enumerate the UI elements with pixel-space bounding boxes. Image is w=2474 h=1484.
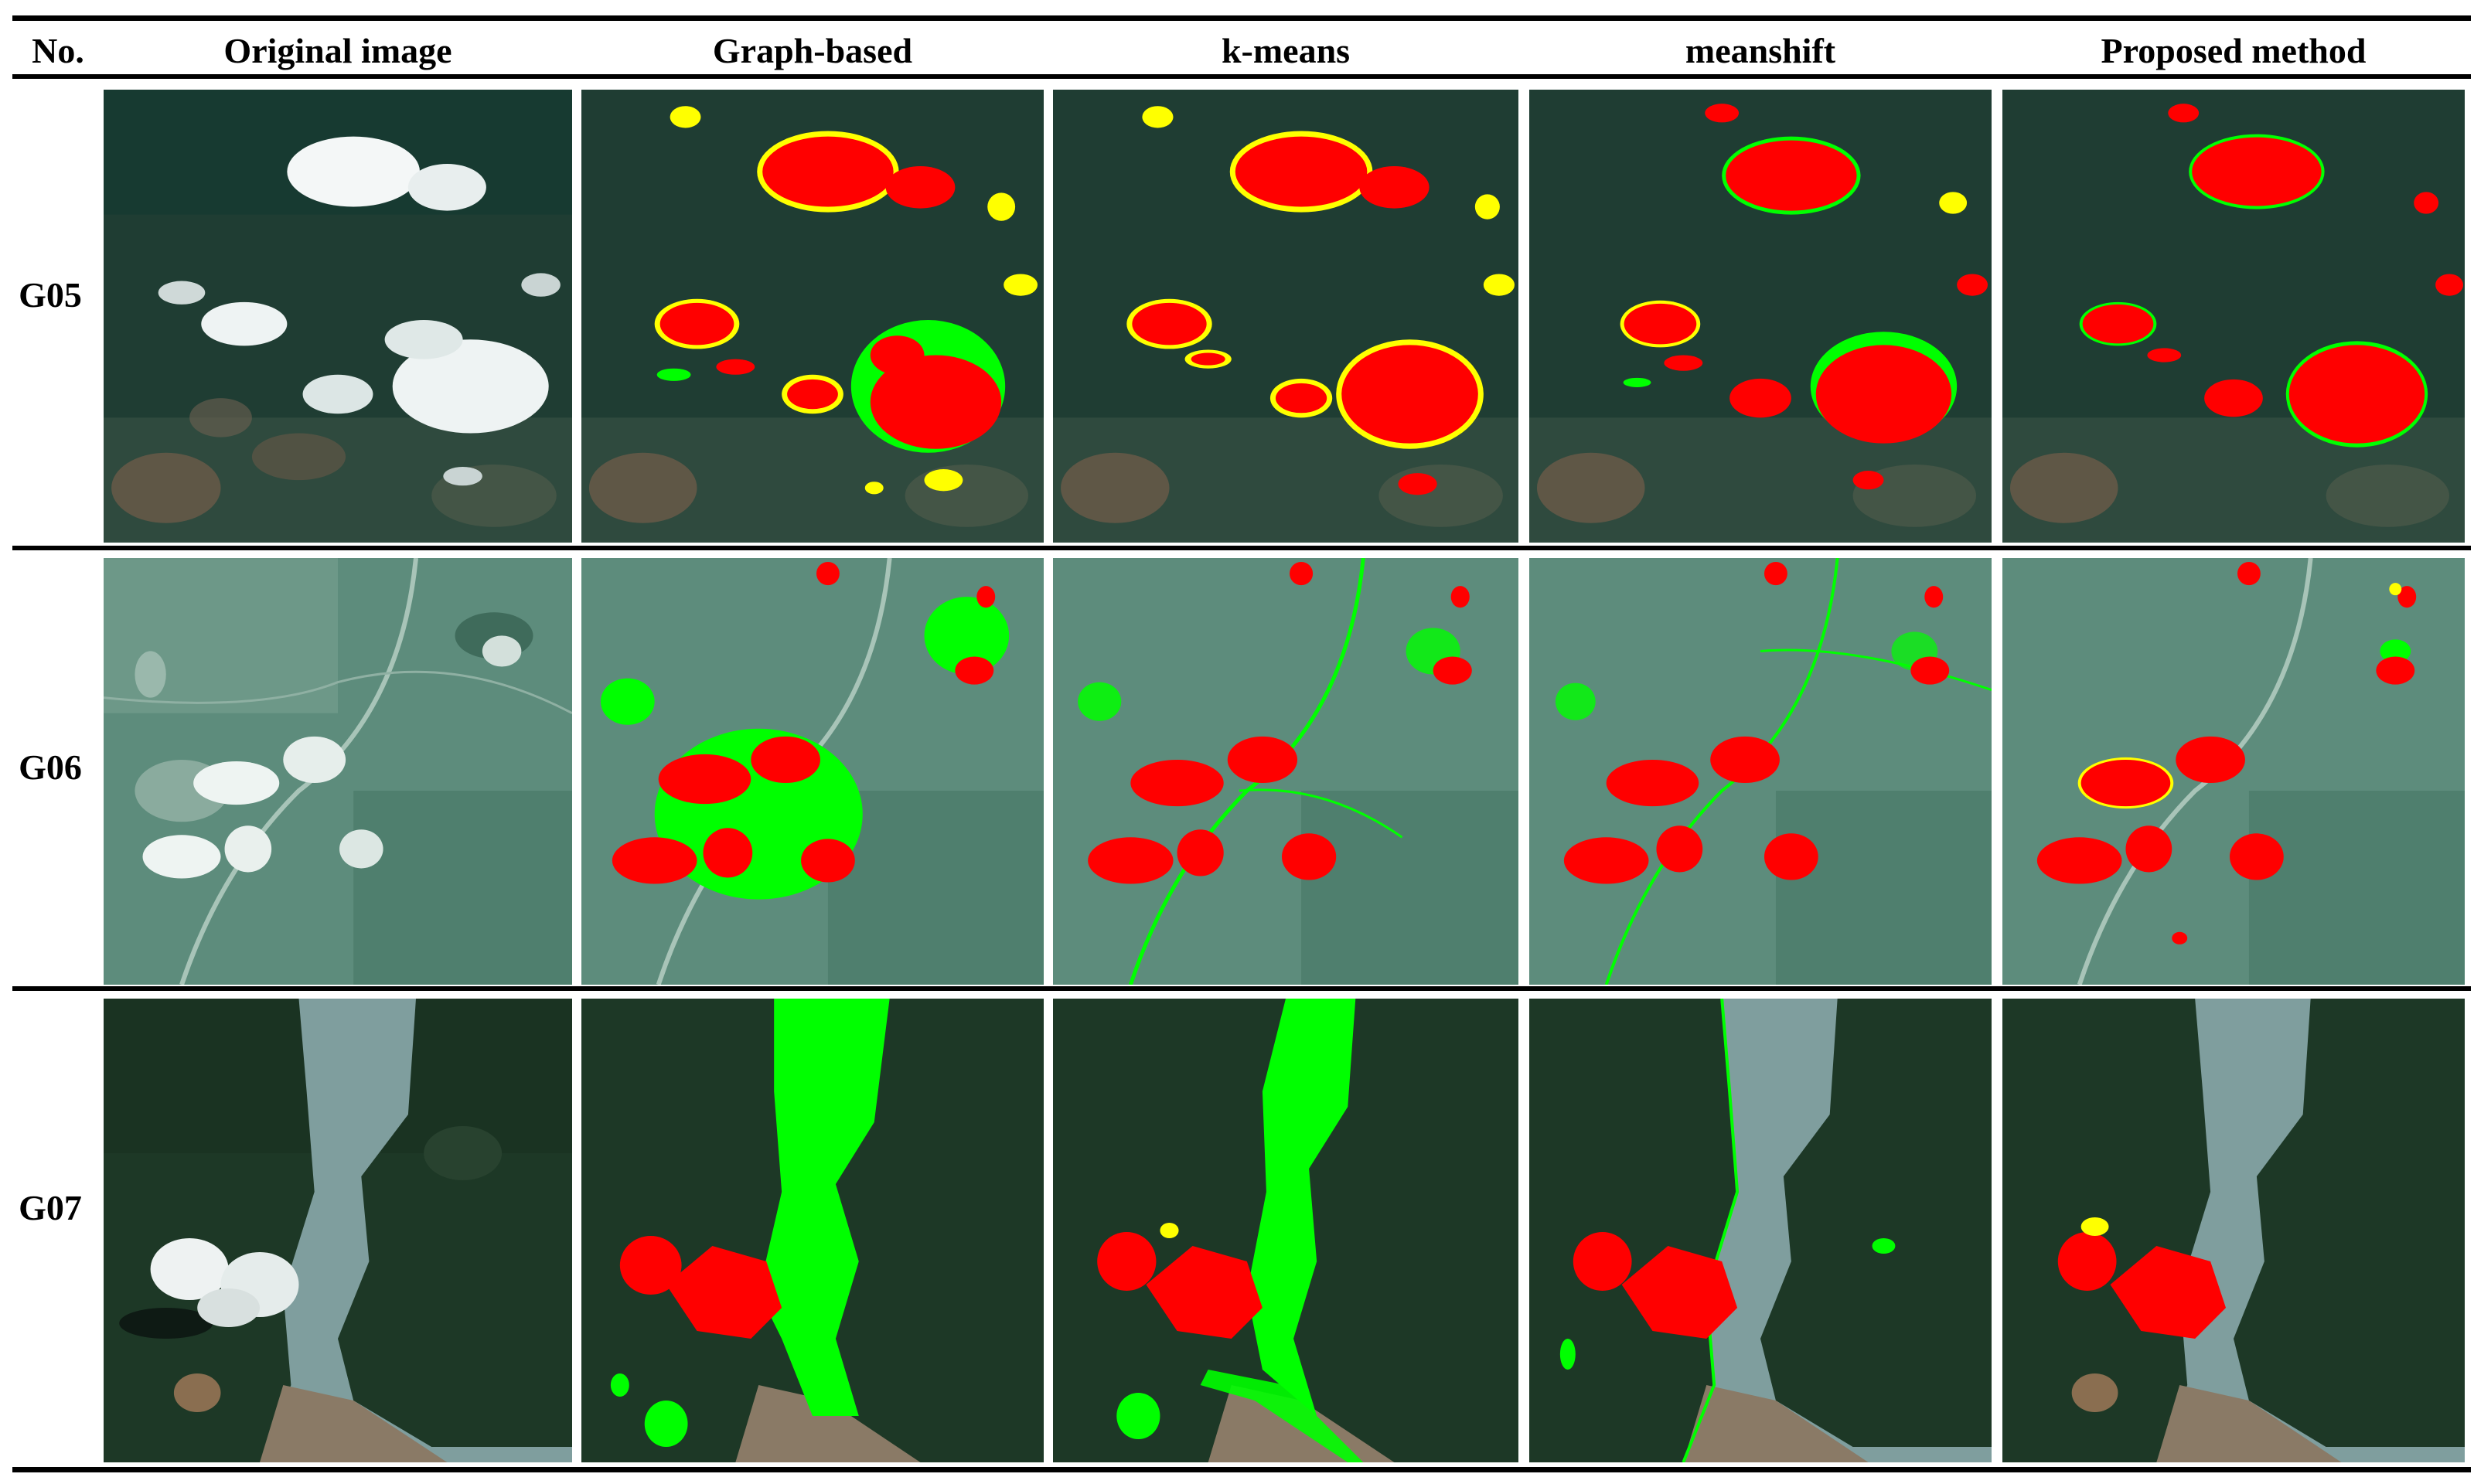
row-divider-1 — [12, 546, 2471, 550]
header-original-image: Original image — [223, 31, 452, 70]
g06-k-means — [1053, 558, 1518, 985]
g06-graph-based — [581, 558, 1044, 985]
header-graph-based: Graph-based — [712, 31, 913, 70]
g05-k-means — [1053, 90, 1518, 543]
g06-meanshift — [1529, 558, 1992, 985]
g06-proposed-method — [2002, 558, 2465, 985]
g07-k-means — [1053, 999, 1518, 1462]
top-rule — [12, 15, 2471, 21]
row-label-g07: G07 — [19, 1188, 82, 1227]
g05-graph-based — [581, 90, 1044, 543]
g07-original-image — [104, 999, 572, 1462]
row-divider-2 — [12, 986, 2471, 991]
g07-meanshift — [1529, 999, 1992, 1462]
g07-graph-based — [581, 999, 1044, 1462]
g05-original-image — [104, 90, 572, 543]
g06-original-image — [104, 558, 572, 985]
header-proposed-method: Proposed method — [2101, 31, 2367, 70]
header-no: No. — [32, 31, 84, 70]
row-label-g06: G06 — [19, 747, 82, 787]
g07-proposed-method — [2002, 999, 2465, 1462]
header-rule — [12, 74, 2471, 79]
g05-proposed-method — [2002, 90, 2465, 543]
header-k-means: k-means — [1221, 31, 1351, 70]
g05-meanshift — [1529, 90, 1992, 543]
bottom-rule — [12, 1467, 2471, 1472]
row-label-g05: G05 — [19, 275, 82, 315]
header-meanshift: meanshift — [1685, 31, 1836, 70]
